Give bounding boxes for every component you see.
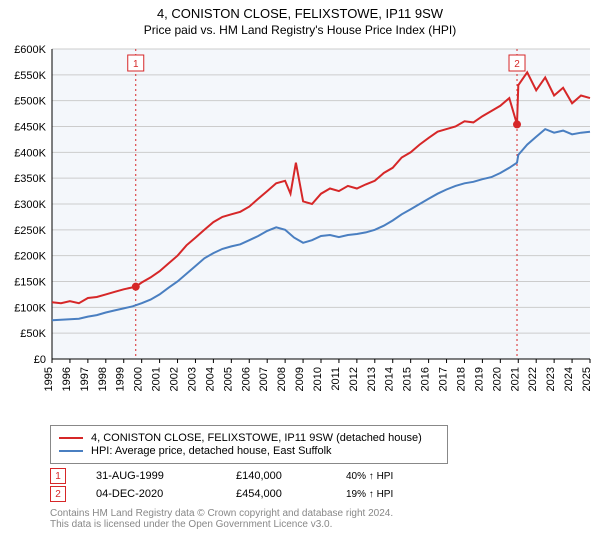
legend-swatch	[59, 450, 83, 452]
svg-text:2000: 2000	[133, 367, 145, 391]
legend-item-price: 4, CONISTON CLOSE, FELIXSTOWE, IP11 9SW …	[59, 432, 439, 444]
legend-swatch	[59, 437, 83, 439]
svg-text:2025: 2025	[581, 367, 593, 391]
svg-text:2001: 2001	[151, 367, 163, 391]
marker-row: 1 31-AUG-1999 £140,000 40% ↑ HPI	[50, 468, 580, 484]
svg-text:£50K: £50K	[20, 328, 46, 340]
chart-area: £0 £50K £100K £150K £200K £250K £300K £350K £400…	[0, 39, 600, 419]
legend: 4, CONISTON CLOSE, FELIXSTOWE, IP11 9SW …	[50, 425, 448, 464]
svg-text:1: 1	[133, 59, 139, 70]
svg-text:2003: 2003	[186, 367, 198, 391]
svg-text:2006: 2006	[240, 367, 252, 391]
marker-date: 31-AUG-1999	[96, 470, 206, 482]
marker-price: £454,000	[236, 488, 316, 500]
svg-text:2002: 2002	[169, 367, 181, 391]
svg-text:2008: 2008	[276, 367, 288, 391]
svg-text:£200K: £200K	[14, 251, 46, 263]
svg-text:1998: 1998	[97, 367, 109, 391]
marker-badge: 1	[50, 468, 66, 484]
svg-text:2023: 2023	[545, 367, 557, 391]
svg-text:£350K: £350K	[14, 173, 46, 185]
svg-text:£400K: £400K	[14, 147, 46, 159]
svg-text:2: 2	[514, 59, 520, 70]
svg-text:2009: 2009	[294, 367, 306, 391]
svg-text:1997: 1997	[79, 367, 91, 391]
legend-label: 4, CONISTON CLOSE, FELIXSTOWE, IP11 9SW …	[91, 432, 422, 444]
svg-text:2017: 2017	[438, 367, 450, 391]
svg-text:2014: 2014	[384, 367, 396, 391]
svg-text:£600K: £600K	[14, 44, 46, 56]
svg-text:2015: 2015	[402, 367, 414, 391]
legend-item-hpi: HPI: Average price, detached house, East…	[59, 445, 439, 457]
marker-delta: 19% ↑ HPI	[346, 489, 393, 500]
svg-text:2020: 2020	[491, 367, 503, 391]
svg-text:2004: 2004	[204, 367, 216, 391]
svg-text:£0: £0	[34, 354, 46, 366]
svg-text:2018: 2018	[455, 367, 467, 391]
svg-text:£550K: £550K	[14, 70, 46, 82]
svg-text:1995: 1995	[43, 367, 55, 391]
marker-price: £140,000	[236, 470, 316, 482]
footer-line: This data is licensed under the Open Gov…	[50, 519, 580, 530]
marker-table: 1 31-AUG-1999 £140,000 40% ↑ HPI 2 04-DE…	[50, 468, 580, 502]
marker-delta: 40% ↑ HPI	[346, 471, 393, 482]
marker-badge: 2	[50, 486, 66, 502]
page-title: 4, CONISTON CLOSE, FELIXSTOWE, IP11 9SW	[0, 6, 600, 21]
marker-date: 04-DEC-2020	[96, 488, 206, 500]
svg-text:2019: 2019	[473, 367, 485, 391]
svg-text:2007: 2007	[258, 367, 270, 391]
svg-text:£150K: £150K	[14, 277, 46, 289]
svg-text:£300K: £300K	[14, 199, 46, 211]
footer-line: Contains HM Land Registry data © Crown c…	[50, 508, 580, 519]
svg-text:2011: 2011	[330, 367, 342, 391]
svg-text:£500K: £500K	[14, 96, 46, 108]
svg-text:2021: 2021	[509, 367, 521, 391]
svg-text:£250K: £250K	[14, 225, 46, 237]
svg-text:£450K: £450K	[14, 122, 46, 134]
legend-label: HPI: Average price, detached house, East…	[91, 445, 332, 457]
line-chart: £0 £50K £100K £150K £200K £250K £300K £350K £400…	[0, 39, 600, 419]
svg-text:£100K: £100K	[14, 302, 46, 314]
svg-text:1999: 1999	[115, 367, 127, 391]
svg-text:2024: 2024	[563, 367, 575, 391]
svg-text:2010: 2010	[312, 367, 324, 391]
svg-text:1996: 1996	[61, 367, 73, 391]
page-subtitle: Price paid vs. HM Land Registry's House …	[0, 23, 600, 37]
svg-text:2022: 2022	[527, 367, 539, 391]
svg-text:2013: 2013	[366, 367, 378, 391]
marker-row: 2 04-DEC-2020 £454,000 19% ↑ HPI	[50, 486, 580, 502]
svg-text:2005: 2005	[222, 367, 234, 391]
svg-text:2016: 2016	[420, 367, 432, 391]
svg-text:2012: 2012	[348, 367, 360, 391]
footer: Contains HM Land Registry data © Crown c…	[50, 508, 580, 530]
